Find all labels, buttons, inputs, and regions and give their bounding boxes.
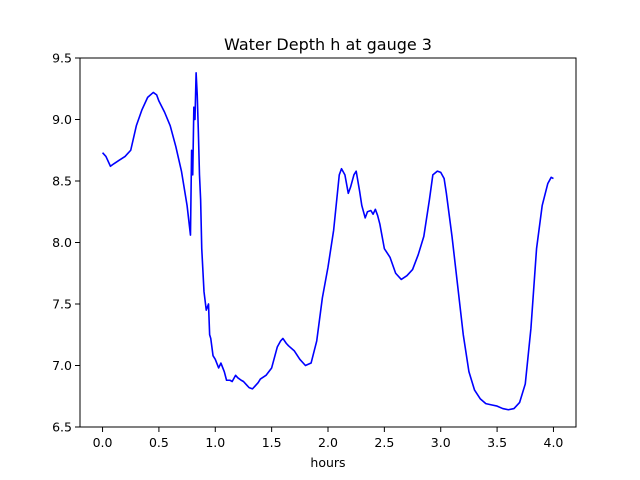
x-tick-label: 3.5 [487,435,507,450]
x-tick-label: 0.0 [93,435,113,450]
y-tick-label: 7.0 [52,358,72,373]
y-tick-label: 6.5 [52,420,72,435]
y-tick-label: 9.5 [52,51,72,66]
x-tick-label: 1.5 [262,435,282,450]
x-tick-label: 3.0 [431,435,451,450]
x-tick-label: 2.0 [318,435,338,450]
x-axis-ticks: 0.0 0.5 1.0 1.5 2.0 2.5 3.0 3.5 4.0 [93,427,564,450]
x-axis-label: hours [310,455,345,470]
series-line [101,71,554,411]
y-tick-label: 8.0 [52,235,72,250]
x-tick-label: 0.5 [149,435,169,450]
plot-frame [79,57,577,428]
y-axis-ticks: 6.5 7.0 7.5 8.0 8.5 9.0 9.5 [52,51,80,435]
y-tick-label: 7.5 [52,297,72,312]
chart-title: Water Depth h at gauge 3 [224,35,432,54]
y-tick-label: 8.5 [52,174,72,189]
x-tick-label: 1.0 [205,435,225,450]
x-tick-label: 2.5 [374,435,394,450]
x-tick-label: 4.0 [544,435,564,450]
y-tick-label: 9.0 [52,112,72,127]
